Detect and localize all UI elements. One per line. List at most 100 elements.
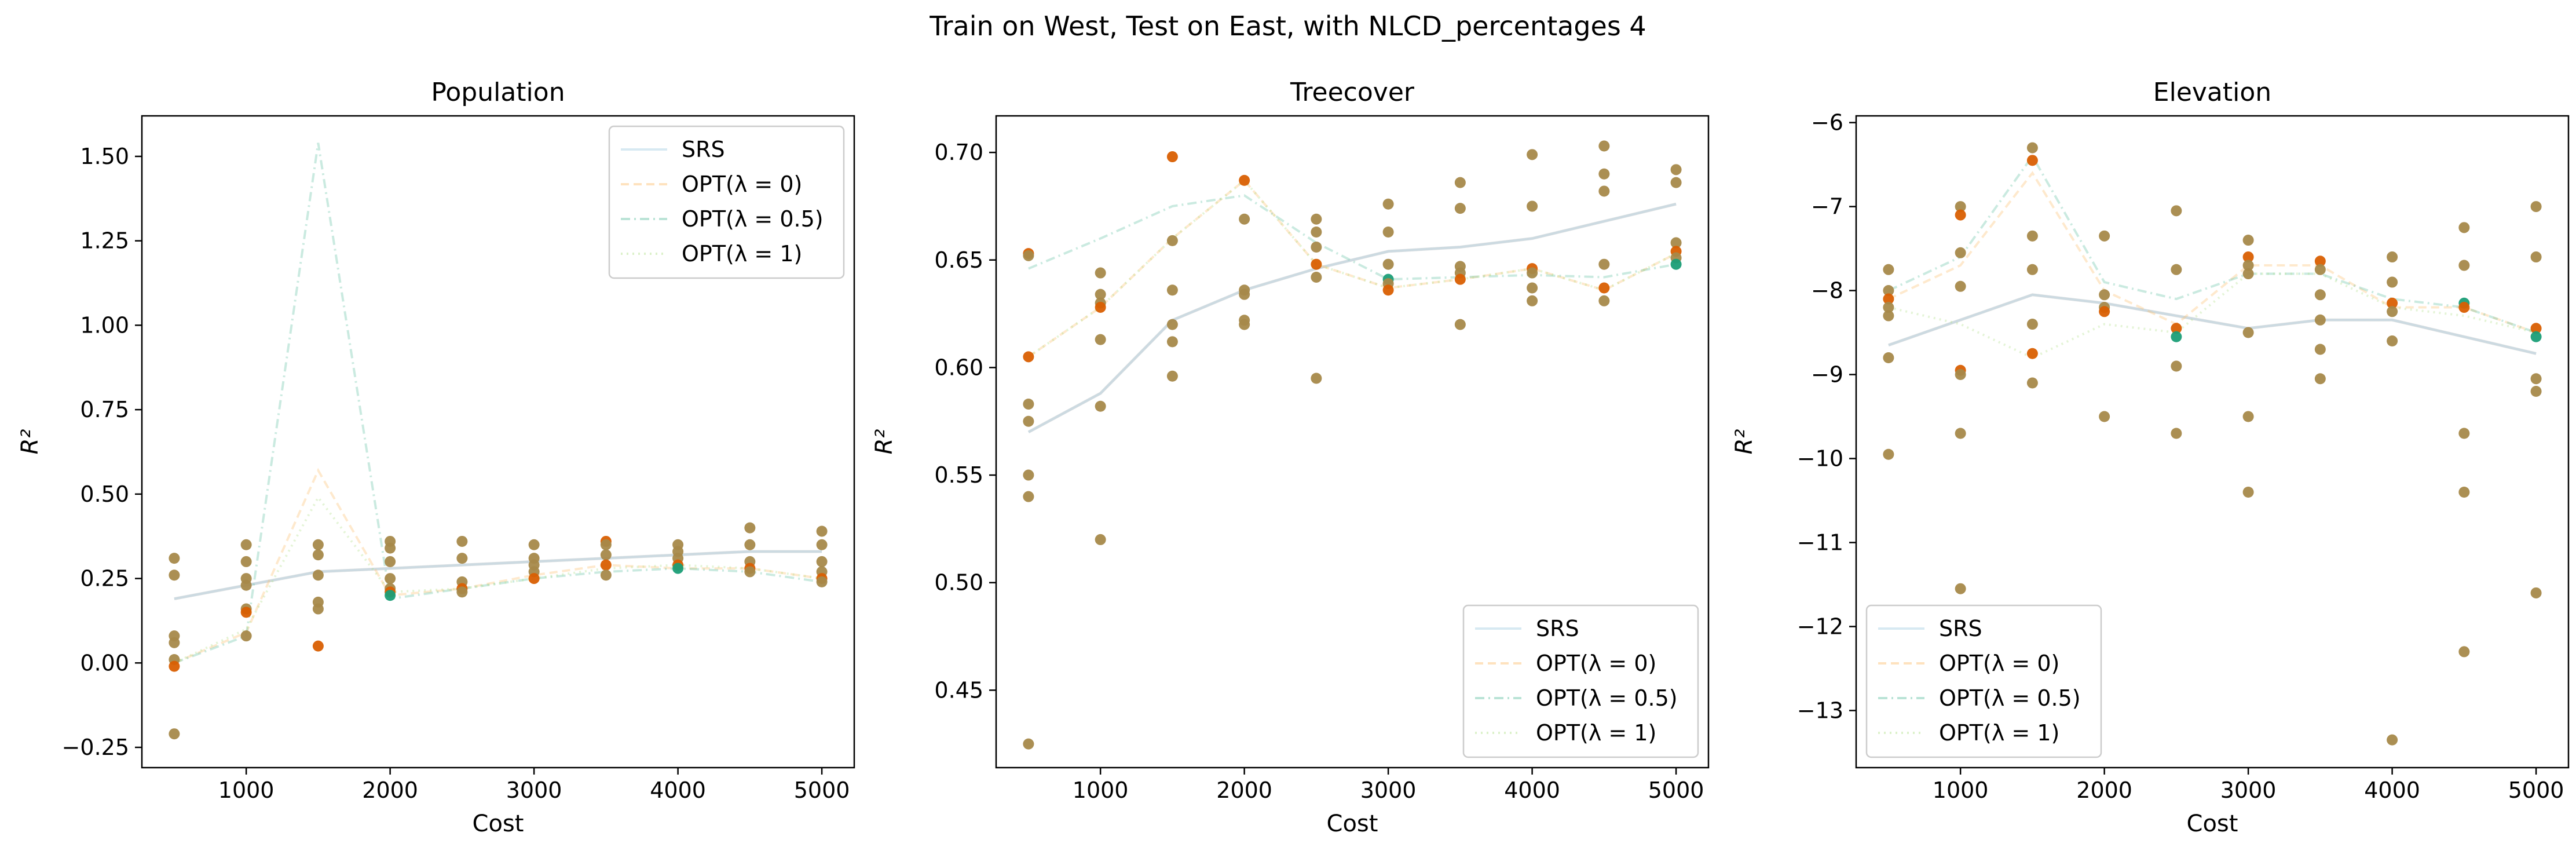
data-point — [1598, 282, 1610, 294]
data-point — [1166, 284, 1178, 296]
y-tick-label: −13 — [1797, 698, 1843, 723]
data-point — [2387, 276, 2398, 288]
data-point — [2530, 587, 2542, 598]
data-point — [1023, 250, 1034, 261]
y-tick-label: 1.00 — [80, 312, 129, 338]
data-point — [2530, 373, 2542, 385]
data-point — [312, 603, 324, 615]
data-point — [1955, 201, 1966, 213]
y-tick-label: 0.70 — [934, 140, 983, 165]
mean-line — [1888, 293, 2537, 355]
data-point — [600, 549, 612, 561]
legend-label: SRS — [682, 137, 725, 162]
data-point — [1454, 319, 1466, 330]
y-axis-label: R² — [1731, 429, 1758, 455]
data-point — [312, 539, 324, 550]
data-point — [1166, 370, 1178, 382]
y-tick-label: 0.50 — [934, 570, 983, 596]
data-point — [2314, 314, 2326, 326]
data-point — [1527, 295, 1538, 306]
data-point — [1670, 237, 1682, 249]
data-point — [1095, 289, 1106, 300]
data-point — [1311, 241, 1322, 253]
x-tick-label: 3000 — [2220, 777, 2277, 803]
y-tick-label: −0.25 — [62, 735, 129, 760]
data-point — [2387, 251, 2398, 263]
data-point — [600, 559, 612, 571]
data-point — [1670, 177, 1682, 188]
data-point — [1311, 258, 1322, 270]
data-point — [744, 539, 756, 550]
data-point — [1382, 226, 1394, 238]
series-line-0 — [174, 550, 822, 600]
data-point — [1598, 295, 1610, 306]
data-point — [456, 553, 468, 564]
data-point — [1527, 267, 1538, 279]
data-point — [1955, 583, 1966, 594]
legend: SRS OPT(λ = 0) OPT(λ = 0.5) OPT(λ = 1) — [1462, 604, 1699, 758]
series-line-1 — [174, 468, 822, 665]
data-point — [2242, 411, 2254, 422]
data-point — [816, 525, 828, 537]
data-point — [1023, 469, 1034, 481]
series-line-1 — [1027, 178, 1677, 358]
data-point — [1095, 301, 1106, 313]
legend-label: SRS — [1939, 616, 1982, 641]
data-point — [1527, 200, 1538, 212]
y-tick-label: 0.60 — [934, 355, 983, 380]
data-point — [1955, 369, 1966, 381]
legend-box — [1865, 604, 2102, 758]
x-axis-label: Cost — [2187, 810, 2238, 837]
data-point — [2171, 428, 2182, 439]
y-tick-label: 0.45 — [934, 677, 983, 703]
data-point — [2458, 486, 2470, 498]
data-point — [1382, 258, 1394, 270]
data-point — [2387, 297, 2398, 309]
data-point — [2314, 255, 2326, 267]
data-point — [1166, 235, 1178, 246]
data-point — [456, 535, 468, 547]
data-point — [744, 522, 756, 534]
y-tick-label: −6 — [1811, 110, 1843, 136]
data-point — [1883, 310, 1894, 322]
data-point — [1311, 373, 1322, 384]
legend: SRS OPT(λ = 0) OPT(λ = 0.5) OPT(λ = 1) — [1865, 604, 2102, 758]
data-point — [2387, 335, 2398, 347]
data-point — [2314, 264, 2326, 275]
series-line-0 — [1888, 293, 2537, 355]
legend-label: OPT(λ = 1) — [1939, 720, 2059, 746]
data-point — [240, 607, 252, 618]
data-point — [2242, 235, 2254, 246]
data-point — [2458, 260, 2470, 271]
data-point — [2026, 319, 2038, 330]
data-point — [2026, 230, 2038, 242]
y-tick-label: 0.25 — [80, 566, 129, 592]
data-point — [169, 637, 180, 648]
x-tick-label: 5000 — [794, 777, 850, 803]
data-point — [1883, 293, 1894, 305]
legend-label: OPT(λ = 1) — [682, 241, 802, 266]
data-point — [2458, 428, 2470, 439]
series-line-3 — [1027, 178, 1677, 358]
data-point — [1382, 284, 1394, 296]
axes-frame — [1855, 115, 2570, 769]
x-tick-label: 2000 — [362, 777, 418, 803]
data-point — [1670, 164, 1682, 176]
data-point — [312, 549, 324, 561]
data-point — [1166, 319, 1178, 330]
subplot-2: Treecover 1000 2000 3000 4000 5000 0.45 0.50 0.5… — [871, 78, 1710, 837]
data-point — [312, 569, 324, 581]
data-point — [2242, 486, 2254, 498]
x-tick-label: 3000 — [506, 777, 562, 803]
subplot-title: Population — [431, 78, 565, 107]
y-tick-label: 0.65 — [934, 247, 983, 273]
data-point — [169, 728, 180, 740]
series-line-2 — [1888, 154, 2537, 334]
data-point — [1955, 247, 1966, 258]
data-point — [1598, 168, 1610, 180]
y-tick-label: −12 — [1797, 614, 1843, 639]
data-point — [2171, 360, 2182, 372]
data-point — [1095, 334, 1106, 345]
